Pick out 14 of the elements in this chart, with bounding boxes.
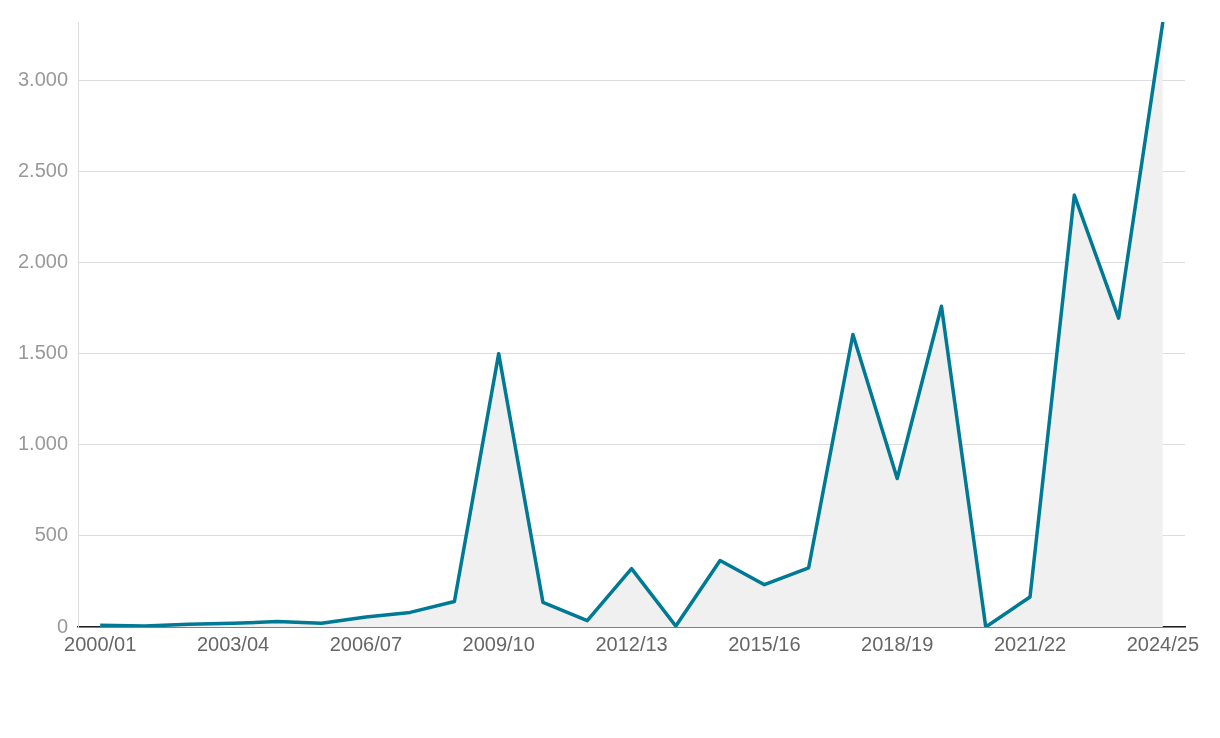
x-tick-label: 2009/10 [462,632,535,655]
y-tick-label: 2.000 [17,250,69,273]
x-tick-label: 2012/13 [595,632,668,655]
y-tick-label: 1.500 [17,341,69,364]
y-tick-label: 2.500 [17,158,69,181]
y-tick-label: 500 [34,523,69,546]
x-tick-label: 2018/19 [861,632,934,655]
x-tick-label: 2024/25 [1126,632,1200,655]
x-tick-label: 2003/04 [196,632,270,655]
x-tick-label: 2015/16 [728,632,801,655]
x-tick-label: 2006/07 [329,632,402,655]
x-tick-label: 2021/22 [993,632,1067,655]
y-tick-label: 1.000 [17,432,69,455]
y-tick-label: 3.000 [17,67,69,90]
